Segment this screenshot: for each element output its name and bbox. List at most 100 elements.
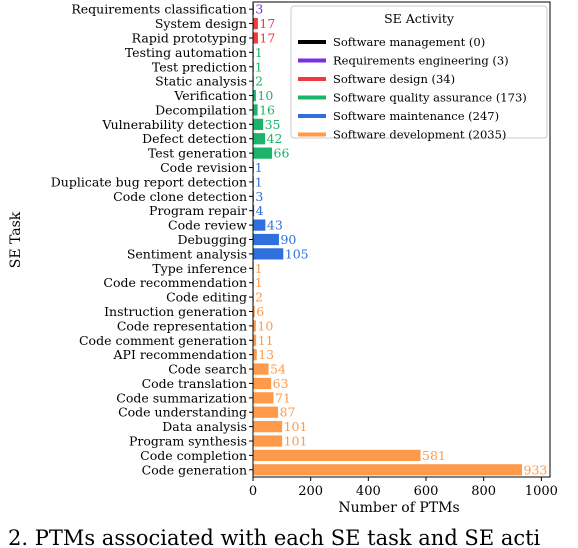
value-label: 4: [256, 203, 264, 218]
y-axis-label: SE Task: [8, 211, 24, 268]
category-label: Program synthesis: [129, 434, 247, 449]
category-label: Decompilation: [155, 102, 247, 117]
category-label: Type inference: [152, 261, 247, 276]
legend-title: SE Activity: [384, 11, 455, 26]
value-label: 54: [270, 362, 286, 377]
value-label: 63: [273, 376, 289, 391]
value-label: 17: [259, 16, 275, 31]
value-label: 10: [257, 88, 273, 103]
category-label: Code clone detection: [113, 189, 247, 204]
bar: [253, 363, 269, 375]
bar: [253, 205, 255, 217]
category-label: API recommendation: [113, 347, 247, 362]
category-label: System design: [155, 16, 247, 31]
category-label: Code comment generation: [79, 333, 247, 348]
category-label: Code search: [168, 362, 247, 377]
bar: [253, 435, 283, 447]
bar: [253, 464, 523, 476]
value-label: 43: [267, 218, 283, 233]
bar: [253, 320, 256, 332]
value-label: 42: [267, 131, 283, 146]
value-label: 105: [285, 246, 309, 261]
bar: [253, 406, 279, 418]
legend-entry: Software design (34): [333, 72, 455, 86]
category-label: Code generation: [142, 462, 247, 477]
value-labels: 3171711210163542661134439010511261011135…: [255, 2, 548, 478]
x-tick-label: 200: [298, 484, 323, 499]
legend-entry: Requirements engineering (3): [333, 54, 509, 68]
category-label: Verification: [173, 88, 247, 103]
category-label: Sentiment analysis: [127, 246, 247, 261]
value-label: 3: [255, 2, 263, 17]
category-label: Data analysis: [162, 419, 247, 434]
bar: [253, 392, 274, 404]
value-label: 6: [256, 304, 264, 319]
category-label: Code summarization: [116, 390, 247, 405]
legend-entry: Software maintenance (247): [333, 109, 499, 123]
value-label: 1: [255, 59, 263, 74]
category-label: Program repair: [149, 203, 247, 218]
bar: [253, 147, 273, 159]
category-label: Code revision: [160, 160, 247, 175]
bar: [253, 377, 272, 390]
x-tick-label: 600: [414, 484, 439, 499]
value-label: 101: [284, 419, 308, 434]
bar: [253, 421, 283, 433]
value-label: 87: [280, 405, 296, 420]
bar: [253, 305, 255, 318]
legend-entry: Software management (0): [333, 35, 485, 49]
bar: [253, 17, 258, 30]
bar: [253, 118, 264, 130]
value-label: 71: [275, 390, 291, 405]
value-label: 17: [259, 30, 275, 45]
value-label: 1: [255, 261, 263, 276]
category-label: Code recommendation: [103, 275, 247, 290]
value-label: 581: [422, 448, 446, 463]
plot-frame: [252, 1, 551, 478]
value-label: 3: [255, 189, 263, 204]
caption: 2. PTMs associated with each SE task and…: [8, 526, 541, 548]
value-label: 1: [255, 160, 263, 175]
value-label: 10: [257, 318, 273, 333]
bar: [253, 233, 279, 246]
x-tick-label: 400: [356, 484, 381, 499]
value-label: 2: [255, 290, 263, 305]
legend: SE Activity Software management (0) Requir…: [290, 5, 548, 142]
category-label: Requirements classification: [71, 2, 247, 17]
category-label: Test generation: [148, 146, 247, 161]
category-label: Code review: [168, 218, 247, 233]
category-label: Testing automation: [125, 45, 247, 60]
x-tick-label: 1000: [525, 484, 558, 499]
value-label: 1: [255, 45, 263, 60]
bar: [253, 449, 421, 462]
category-label: Code completion: [140, 448, 247, 463]
value-label: 35: [265, 117, 281, 132]
value-label: 1: [255, 275, 263, 290]
legend-box: [290, 5, 548, 139]
bar: [253, 219, 266, 231]
legend-entry: Software quality assurance (173): [333, 91, 527, 105]
category-label: Vulnerability detection: [101, 117, 247, 132]
category-label: Code editing: [166, 290, 247, 305]
value-label: 90: [280, 232, 296, 247]
value-label: 101: [284, 434, 308, 449]
x-tick-label: 800: [471, 484, 496, 499]
category-label: Debugging: [177, 232, 247, 247]
category-label: Code representation: [117, 318, 247, 333]
bar: [253, 133, 266, 145]
category-label: Static analysis: [155, 74, 247, 89]
category-label: Defect detection: [142, 131, 247, 146]
bar: [253, 104, 258, 116]
value-label: 11: [258, 333, 274, 348]
axes: 0 200 400 600 800 1000: [249, 1, 558, 499]
value-label: 933: [524, 462, 548, 477]
category-label: Test prediction: [152, 59, 247, 74]
category-label: Duplicate bug report detection: [51, 174, 247, 189]
bars-group: [253, 3, 523, 476]
value-label: 16: [259, 102, 275, 117]
x-axis-label: Number of PTMs: [338, 500, 459, 516]
category-label: Code understanding: [118, 405, 247, 420]
legend-entry: Software development (2035): [333, 128, 506, 142]
